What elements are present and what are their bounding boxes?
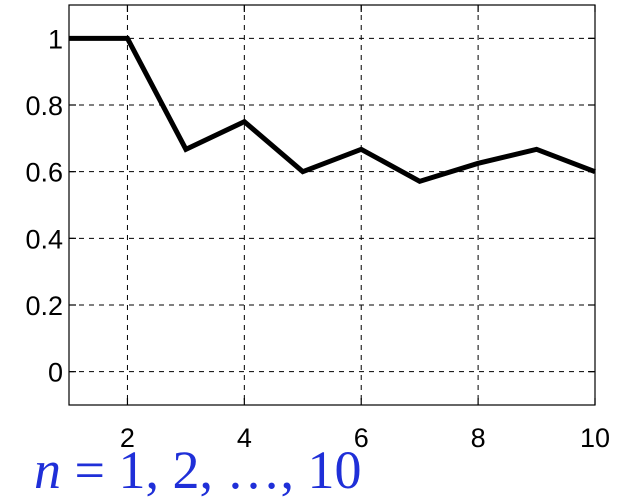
y-tick-label-1: 0.2 (25, 291, 63, 321)
caption-variable: n (34, 440, 61, 500)
tick-labels-layer: 2 4 6 8 10 0 0.2 0.4 0.6 0.8 1 (25, 24, 610, 453)
y-tick-label-0: 0 (48, 358, 63, 388)
x-tick-label-1: 4 (237, 423, 252, 453)
x-tick-label-2: 6 (354, 423, 369, 453)
caption-equals: = (75, 440, 119, 500)
series-line-0 (69, 35, 596, 185)
y-tick-label-2: 0.4 (25, 224, 63, 254)
range-caption: n = 1, 2, …, 10 (34, 440, 361, 500)
axes-layer (68, 4, 596, 406)
caption-values: 1, 2, …, 10 (118, 440, 361, 500)
series-layer (69, 35, 596, 185)
grid-layer (69, 5, 596, 405)
y-tick-label-5: 1 (48, 24, 63, 54)
y-tick-label-4: 0.8 (25, 91, 63, 121)
x-tick-label-3: 8 (471, 423, 486, 453)
y-tick-label-3: 0.6 (25, 158, 63, 188)
x-tick-label-0: 2 (120, 423, 135, 453)
plot-frame (68, 4, 596, 406)
x-tick-label-4: 10 (580, 423, 610, 453)
